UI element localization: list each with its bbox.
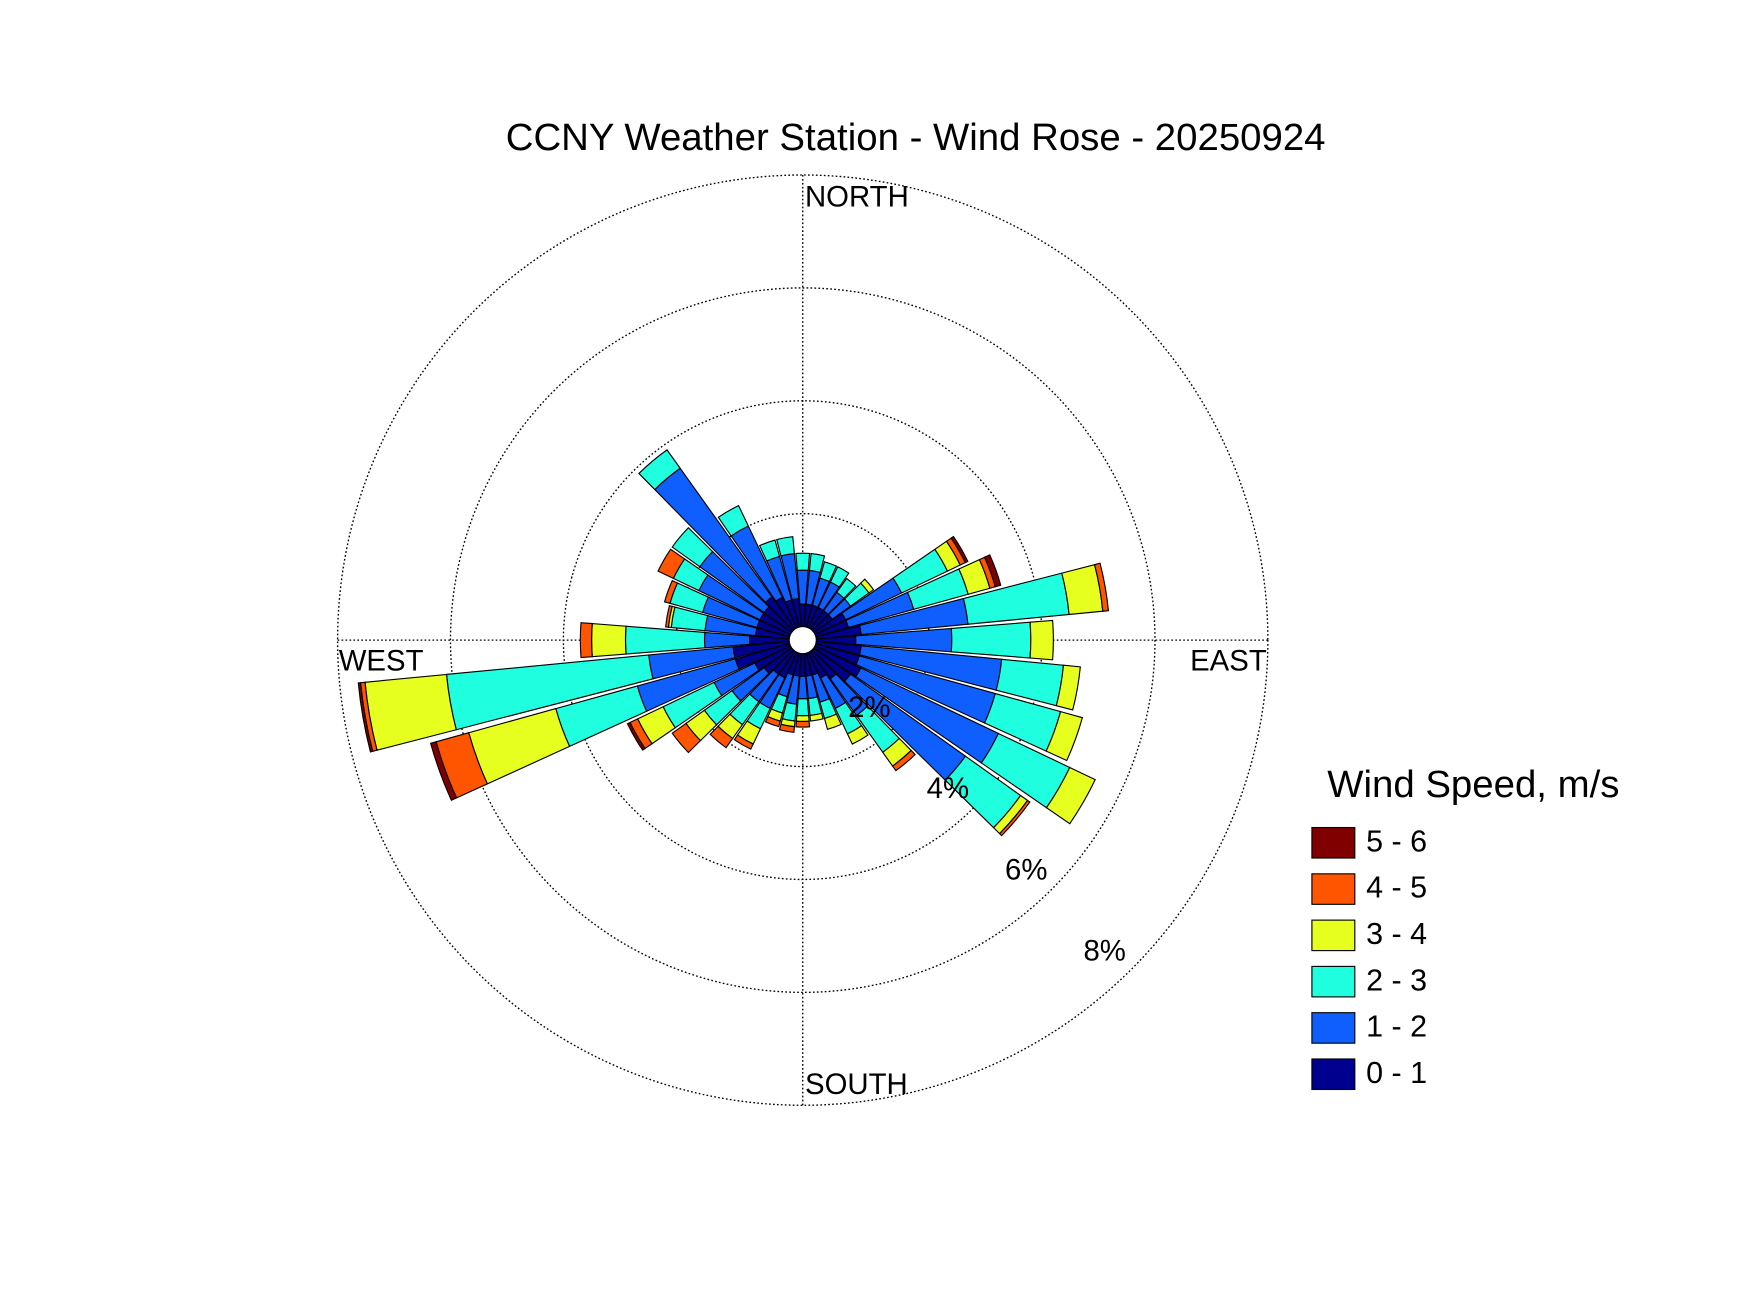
legend-swatch — [1311, 873, 1356, 905]
compass-label: SOUTH — [805, 1068, 908, 1101]
legend-swatch — [1311, 826, 1356, 859]
grid-ring — [449, 287, 1156, 994]
wedge — [764, 715, 781, 728]
wedge — [795, 552, 811, 571]
wedge — [795, 714, 810, 722]
wedge — [983, 554, 1002, 588]
wedge — [808, 552, 826, 574]
r-tick-label: 6% — [1005, 853, 1047, 886]
wedge — [778, 723, 796, 733]
legend-label: 3 - 4 — [1366, 917, 1427, 951]
legend-label: 5 - 6 — [1366, 824, 1427, 858]
wedge — [891, 749, 916, 772]
wedge — [998, 799, 1031, 837]
center-hole — [788, 626, 817, 655]
wedge — [859, 578, 875, 594]
wedge — [1055, 664, 1081, 711]
wedge — [671, 722, 702, 754]
legend-label: 1 - 2 — [1366, 1010, 1427, 1044]
wedge — [1093, 562, 1110, 612]
wedge — [429, 741, 458, 801]
r-tick-label: 4% — [927, 772, 969, 805]
legend-swatch — [1311, 1058, 1356, 1091]
wedge — [758, 539, 781, 562]
wedge — [846, 724, 869, 745]
wedge — [717, 504, 750, 537]
compass-label: NORTH — [805, 180, 909, 213]
chart-title: CCNY Weather Station - Wind Rose - 20250… — [506, 116, 1326, 159]
wedge — [626, 721, 646, 751]
wedge — [796, 698, 810, 717]
wedge — [709, 725, 734, 749]
wedge — [671, 526, 714, 568]
legend-label: 0 - 1 — [1366, 1056, 1427, 1090]
wedge — [795, 720, 811, 728]
wedge — [638, 449, 681, 491]
legend-label: 2 - 3 — [1366, 963, 1427, 997]
wedge — [809, 712, 824, 722]
wedge — [357, 682, 374, 753]
wedge — [591, 622, 627, 658]
wedge — [579, 622, 593, 659]
wedge — [657, 548, 686, 580]
wedge — [819, 561, 838, 583]
wedge — [797, 675, 808, 700]
wedge — [733, 734, 754, 750]
wedge — [950, 621, 1032, 659]
compass-label: EAST — [1190, 644, 1267, 677]
legend-swatch — [1311, 965, 1356, 998]
wedge — [829, 566, 850, 588]
compass-label: WEST — [339, 644, 424, 677]
wedge — [823, 713, 842, 731]
legend-title: Wind Speed, m/s — [1327, 763, 1619, 806]
wedge — [1045, 766, 1096, 825]
wedge — [1029, 619, 1054, 661]
wedge — [836, 577, 857, 600]
legend-swatch — [1311, 1012, 1356, 1044]
wedge — [665, 604, 673, 628]
legend-swatch — [1311, 919, 1356, 952]
r-tick-label: 8% — [1083, 935, 1125, 968]
wedge — [776, 536, 796, 557]
wedge — [1045, 710, 1084, 762]
wedge — [663, 579, 679, 605]
legend-label: 4 - 5 — [1366, 871, 1427, 905]
wedge — [950, 535, 969, 564]
r-tick-label: 2% — [848, 691, 890, 724]
